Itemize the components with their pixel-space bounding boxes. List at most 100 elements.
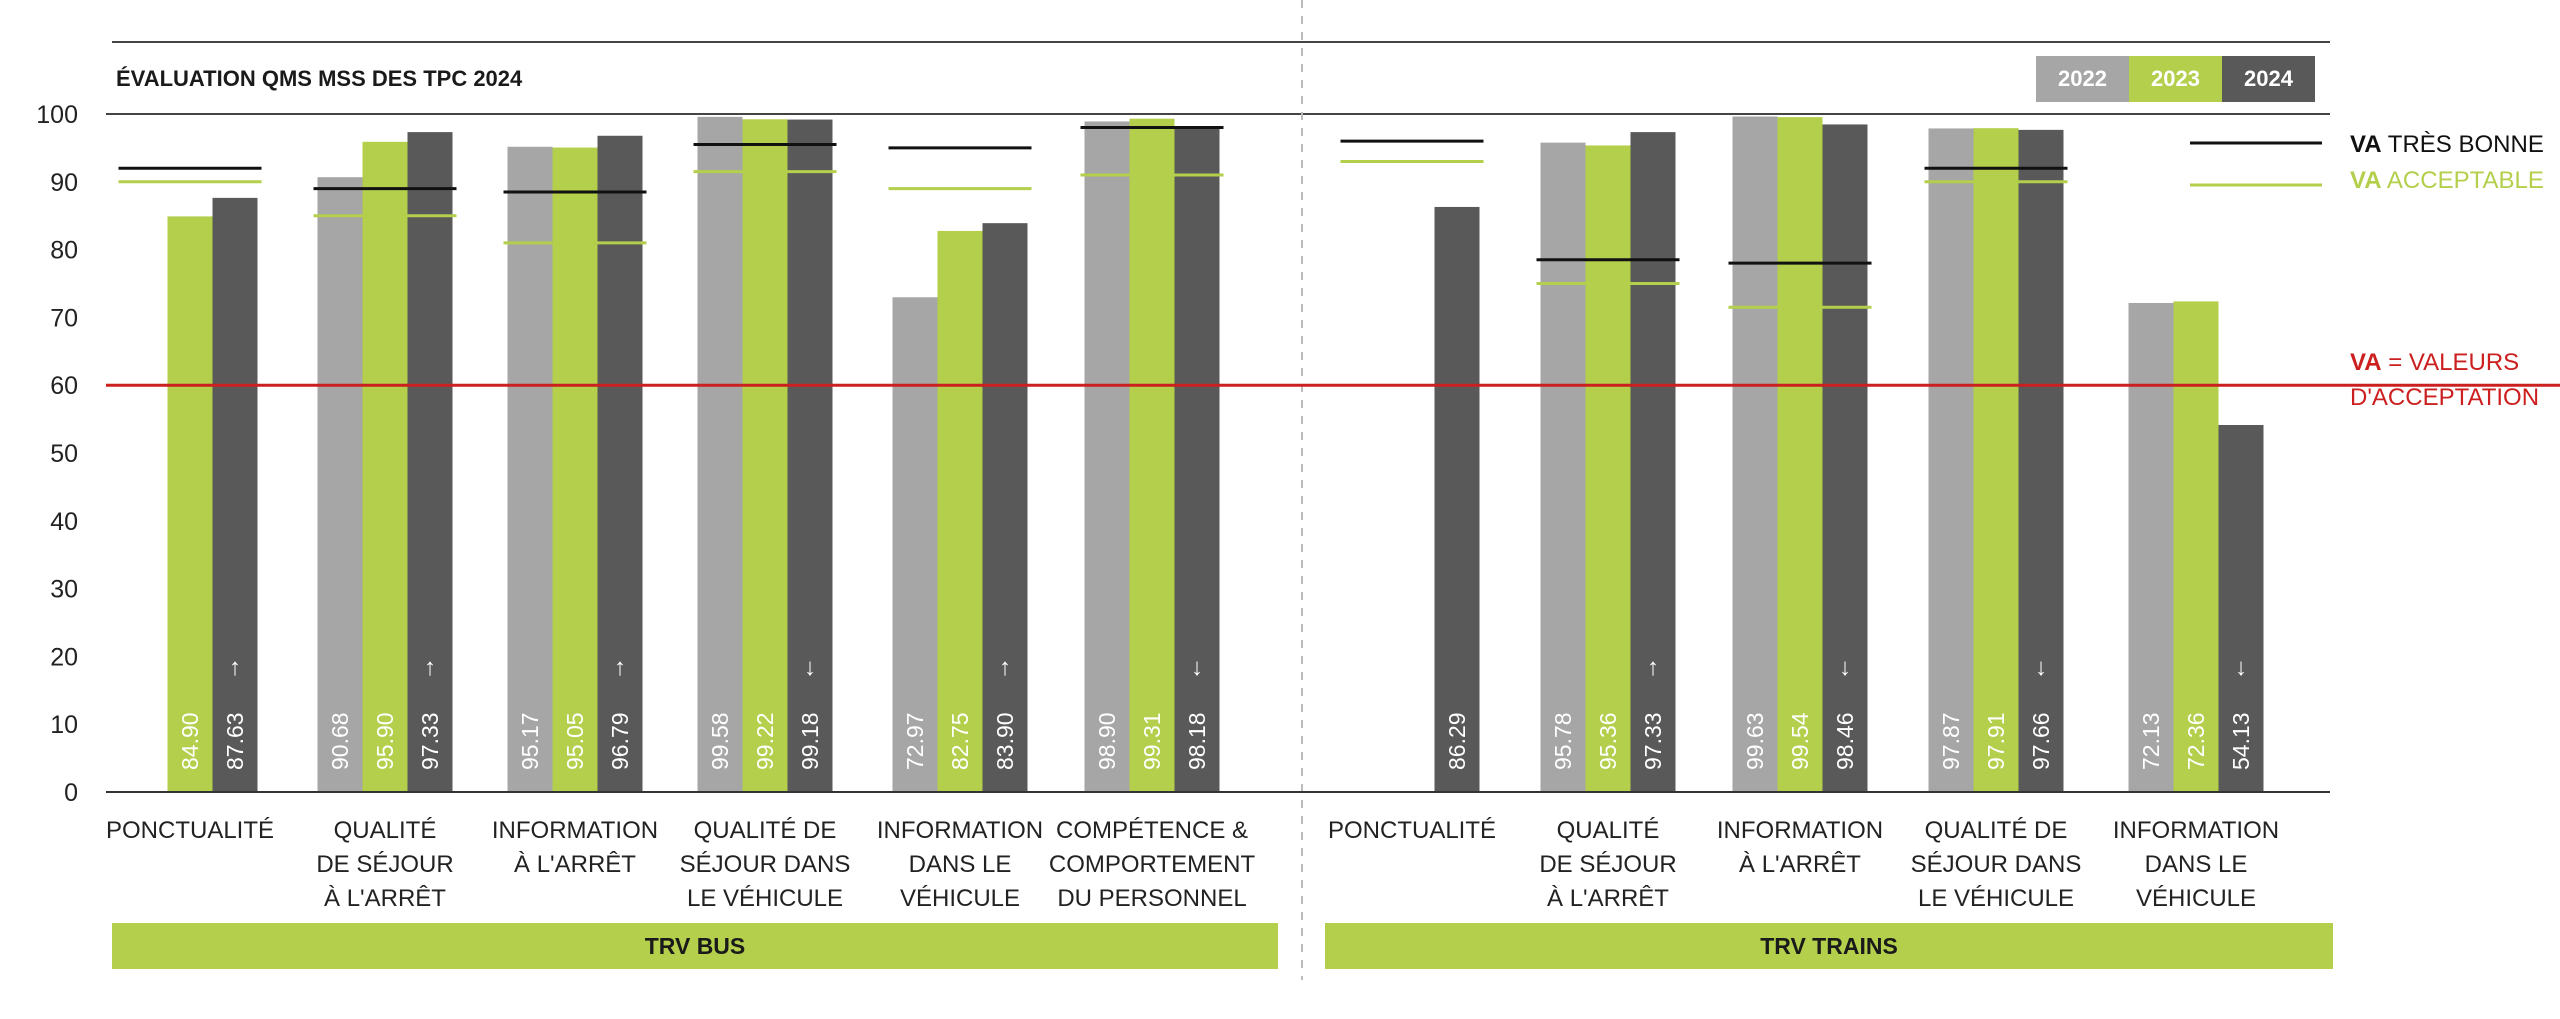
bar-g1-c2-2022 xyxy=(1732,116,1778,792)
chart-title: ÉVALUATION QMS MSS DES TPC 2024 xyxy=(116,66,523,91)
category-label-g1-c4-line2: VÉHICULE xyxy=(2136,885,2256,912)
category-label-g1-c1-line1: DE SÉJOUR xyxy=(1539,851,1676,878)
trend-arrow-g1-c1: ↑ xyxy=(1647,654,1659,681)
bar-g0-c2-2022 xyxy=(507,146,553,792)
category-label-g0-c1-line0: QUALITÉ xyxy=(334,817,437,844)
category-label-g0-c5-line1: COMPORTEMENT xyxy=(1049,851,1256,878)
legend-acceptable-text: VA ACCEPTABLE xyxy=(2350,167,2544,194)
bar-g0-c2-2023 xyxy=(552,147,598,792)
bar-g0-c3-2024 xyxy=(787,119,833,793)
value-label-g1-c0-2024: 86.29 xyxy=(1444,712,1470,770)
trend-arrow-g1-c2: ↓ xyxy=(1839,654,1851,681)
value-label-g0-c5-2024: 98.18 xyxy=(1184,712,1210,770)
legend-acceptance-text: VA = VALEURS xyxy=(2350,349,2519,376)
category-label-g0-c0-line0: PONCTUALITÉ xyxy=(106,817,274,844)
legend-label-2023: 2023 xyxy=(2151,66,2200,91)
y-tick-label-30: 30 xyxy=(50,576,78,604)
y-tick-label-80: 80 xyxy=(50,237,78,265)
legend-tres-bonne-text: VA TRÈS BONNE xyxy=(2350,131,2544,158)
legend-swatch-2024 xyxy=(2222,56,2315,102)
category-label-g1-c0-line0: PONCTUALITÉ xyxy=(1328,817,1496,844)
group-band-1 xyxy=(1325,923,2333,969)
value-label-g1-c2-2022: 99.63 xyxy=(1742,712,1768,770)
y-tick-label-90: 90 xyxy=(50,169,78,197)
legend-swatch-2023 xyxy=(2129,56,2222,102)
y-tick-label-20: 20 xyxy=(50,643,78,671)
bar-g1-c4-2023 xyxy=(2173,301,2219,792)
legend-label-2024: 2024 xyxy=(2244,66,2294,91)
bar-g0-c5-2022 xyxy=(1084,121,1130,792)
bar-g0-c5-2024 xyxy=(1174,126,1220,792)
bar-g1-c0-2024 xyxy=(1434,206,1480,792)
bar-g1-c2-2024 xyxy=(1822,124,1868,792)
y-tick-label-50: 50 xyxy=(50,440,78,468)
value-label-g0-c0-2024: 87.63 xyxy=(222,712,248,770)
bar-g1-c1-2022 xyxy=(1540,142,1586,793)
y-tick-label-10: 10 xyxy=(50,711,78,739)
trend-arrow-g1-c4: ↓ xyxy=(2235,654,2247,681)
bar-g1-c4-2024 xyxy=(2218,424,2264,792)
value-label-g1-c4-2024: 54.13 xyxy=(2228,712,2254,770)
value-label-g0-c2-2024: 96.79 xyxy=(607,712,633,770)
trend-arrow-g0-c3: ↓ xyxy=(804,654,816,681)
category-label-g1-c2-line0: INFORMATION xyxy=(1717,817,1883,844)
category-label-g1-c1-line2: À L'ARRÊT xyxy=(1547,885,1669,912)
trend-arrow-g1-c3: ↓ xyxy=(2035,654,2047,681)
bar-g0-c4-2024 xyxy=(982,223,1028,792)
bar-g1-c3-2022 xyxy=(1928,128,1974,792)
category-label-g0-c2-line1: À L'ARRÊT xyxy=(514,851,636,878)
category-label-g0-c3-line2: LE VÉHICULE xyxy=(687,885,843,912)
bar-g0-c0-2023 xyxy=(167,216,213,793)
bar-g1-c2-2023 xyxy=(1777,117,1823,793)
value-label-g1-c2-2024: 98.46 xyxy=(1832,712,1858,770)
category-label-g1-c4-line1: DANS LE xyxy=(2145,851,2248,878)
value-label-g1-c3-2022: 97.87 xyxy=(1938,712,1964,770)
category-label-g0-c4-line1: DANS LE xyxy=(909,851,1012,878)
value-label-g0-c4-2022: 72.97 xyxy=(902,712,928,770)
bar-g0-c0-2024 xyxy=(212,197,258,793)
category-label-g0-c1-line2: À L'ARRÊT xyxy=(324,885,446,912)
value-label-g1-c1-2024: 97.33 xyxy=(1640,712,1666,770)
trend-arrow-g0-c4: ↑ xyxy=(999,654,1011,681)
bar-g0-c5-2023 xyxy=(1129,118,1175,792)
category-label-g1-c4-line0: INFORMATION xyxy=(2113,817,2279,844)
value-label-g0-c2-2023: 95.05 xyxy=(562,712,588,770)
bar-g0-c1-2024 xyxy=(407,132,453,792)
bar-g0-c4-2023 xyxy=(937,230,983,792)
bar-g1-c3-2023 xyxy=(1973,128,2019,793)
value-label-g0-c5-2022: 98.90 xyxy=(1094,712,1120,770)
trend-arrow-g0-c5: ↓ xyxy=(1191,654,1203,681)
bar-g1-c3-2024 xyxy=(2018,129,2064,792)
value-label-g0-c1-2023: 95.90 xyxy=(372,712,398,770)
category-label-g0-c4-line2: VÉHICULE xyxy=(900,885,1020,912)
bar-g1-c1-2024 xyxy=(1630,132,1676,792)
bar-g1-c1-2023 xyxy=(1585,145,1631,792)
value-label-g0-c2-2022: 95.17 xyxy=(517,712,543,770)
value-label-g0-c0-2023: 84.90 xyxy=(177,712,203,770)
trend-arrow-g0-c1: ↑ xyxy=(424,654,436,681)
bar-g0-c4-2022 xyxy=(892,297,938,792)
category-label-g1-c3-line2: LE VÉHICULE xyxy=(1918,885,2074,912)
category-label-g1-c3-line0: QUALITÉ DE xyxy=(1925,817,2068,844)
y-tick-label-0: 0 xyxy=(64,779,78,807)
category-label-g0-c4-line0: INFORMATION xyxy=(877,817,1043,844)
legend-acceptance-text-line2: D'ACCEPTATION xyxy=(2350,384,2539,411)
bar-g0-c2-2024 xyxy=(597,135,643,792)
trend-arrow-g0-c2: ↑ xyxy=(614,654,626,681)
value-label-g0-c3-2022: 99.58 xyxy=(707,712,733,770)
y-tick-label-70: 70 xyxy=(50,304,78,332)
value-label-g1-c1-2022: 95.78 xyxy=(1550,712,1576,770)
value-label-g0-c4-2024: 83.90 xyxy=(992,712,1018,770)
group-label-1: TRV TRAINS xyxy=(1760,933,1898,959)
value-label-g0-c5-2023: 99.31 xyxy=(1139,712,1165,770)
category-label-g0-c5-line0: COMPÉTENCE & xyxy=(1056,817,1248,844)
group-band-0 xyxy=(112,923,1278,969)
y-tick-label-60: 60 xyxy=(50,372,78,400)
trend-arrow-g0-c0: ↑ xyxy=(229,654,241,681)
legend-swatch-2022 xyxy=(2036,56,2129,102)
category-label-g1-c3-line1: SÉJOUR DANS xyxy=(1911,851,2082,878)
legend-label-2022: 2022 xyxy=(2058,66,2107,91)
category-label-g0-c3-line0: QUALITÉ DE xyxy=(694,817,837,844)
bar-g0-c3-2022 xyxy=(697,116,743,793)
